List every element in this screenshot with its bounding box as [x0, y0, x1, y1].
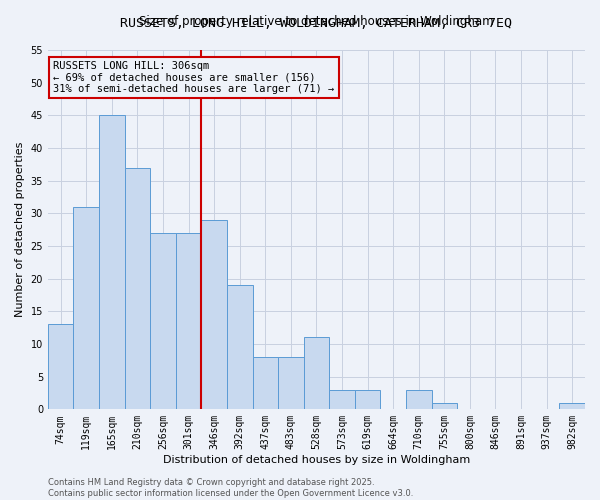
Title: Size of property relative to detached houses in Woldingham: Size of property relative to detached ho…: [139, 15, 494, 28]
Bar: [329, 390, 355, 409]
Text: Contains HM Land Registry data © Crown copyright and database right 2025.
Contai: Contains HM Land Registry data © Crown c…: [48, 478, 413, 498]
Text: RUSSETS LONG HILL: 306sqm
← 69% of detached houses are smaller (156)
31% of semi: RUSSETS LONG HILL: 306sqm ← 69% of detac…: [53, 61, 335, 94]
Text: RUSSETS, LONG HILL, WOLDINGHAM, CATERHAM, CR3 7EQ: RUSSETS, LONG HILL, WOLDINGHAM, CATERHAM…: [121, 17, 512, 30]
Bar: [150, 233, 176, 410]
Bar: [227, 285, 253, 410]
Bar: [202, 220, 227, 410]
Bar: [176, 233, 202, 410]
Bar: [431, 403, 457, 409]
Bar: [73, 207, 99, 410]
Bar: [125, 168, 150, 410]
Y-axis label: Number of detached properties: Number of detached properties: [15, 142, 25, 318]
Bar: [99, 116, 125, 410]
Bar: [406, 390, 431, 409]
Bar: [355, 390, 380, 409]
X-axis label: Distribution of detached houses by size in Woldingham: Distribution of detached houses by size …: [163, 455, 470, 465]
Bar: [559, 403, 585, 409]
Bar: [253, 357, 278, 410]
Bar: [278, 357, 304, 410]
Bar: [304, 338, 329, 409]
Bar: [48, 324, 73, 410]
